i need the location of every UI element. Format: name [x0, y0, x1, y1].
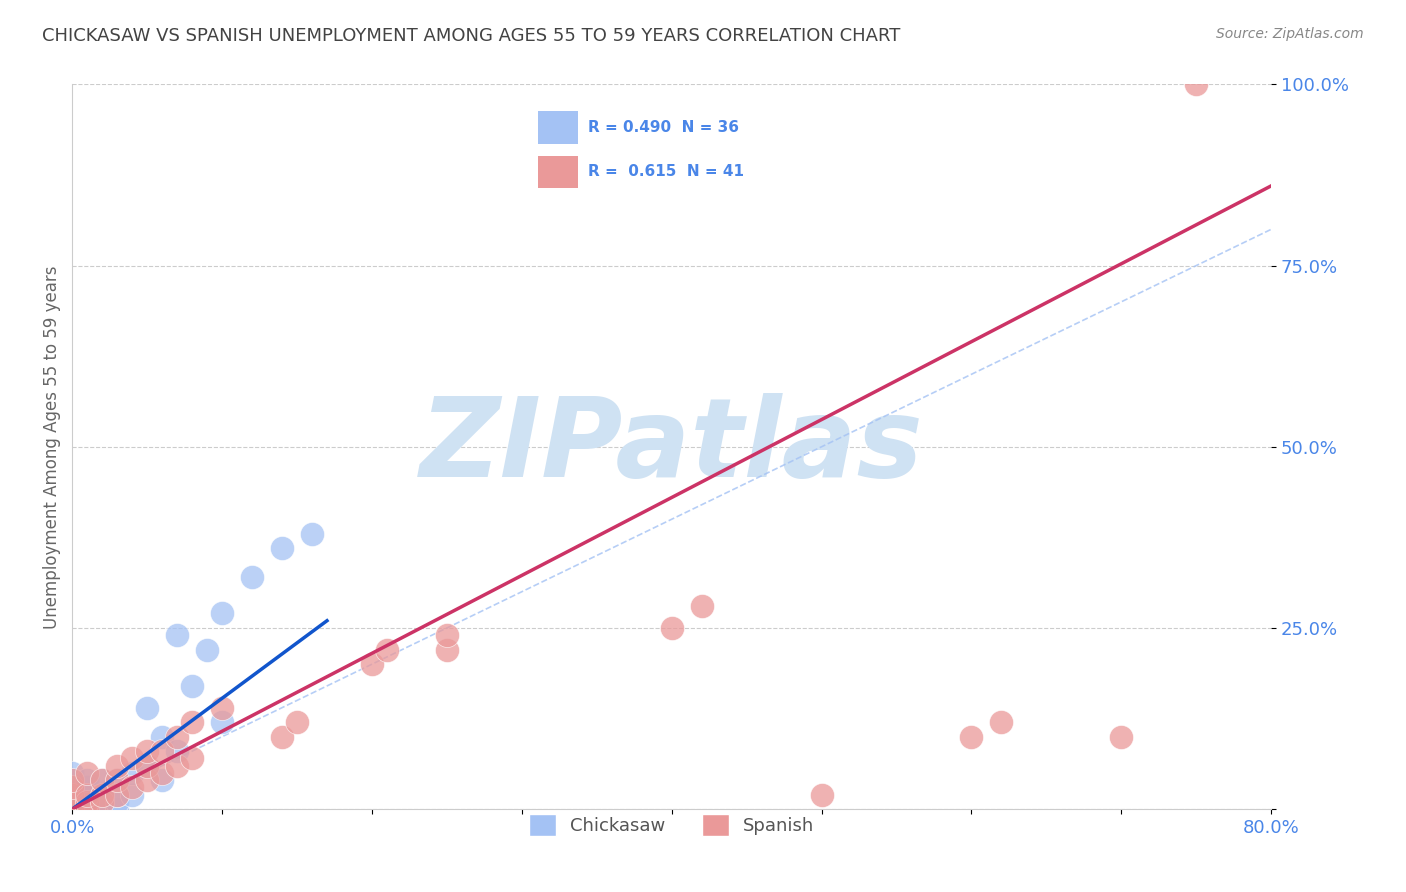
- Point: [150, 744, 173, 758]
- Point: [121, 751, 143, 765]
- Point: [181, 715, 204, 730]
- Point: [136, 700, 159, 714]
- Point: [105, 773, 128, 788]
- Point: [150, 765, 173, 780]
- Point: [76, 795, 98, 809]
- Point: [136, 744, 159, 758]
- Point: [91, 773, 114, 788]
- Point: [301, 526, 323, 541]
- Point: [76, 788, 98, 802]
- Point: [91, 795, 114, 809]
- Point: [60, 788, 83, 802]
- Point: [60, 788, 83, 802]
- Point: [76, 802, 98, 816]
- Point: [91, 795, 114, 809]
- Point: [375, 642, 398, 657]
- Text: CHICKASAW VS SPANISH UNEMPLOYMENT AMONG AGES 55 TO 59 YEARS CORRELATION CHART: CHICKASAW VS SPANISH UNEMPLOYMENT AMONG …: [42, 27, 901, 45]
- Point: [76, 802, 98, 816]
- Point: [60, 773, 83, 788]
- Point: [105, 802, 128, 816]
- Point: [60, 773, 83, 788]
- Point: [76, 795, 98, 809]
- Point: [285, 715, 308, 730]
- Point: [661, 621, 683, 635]
- Point: [166, 758, 188, 772]
- Point: [91, 788, 114, 802]
- Point: [960, 730, 983, 744]
- Point: [136, 758, 159, 772]
- Point: [121, 765, 143, 780]
- Point: [60, 802, 83, 816]
- Point: [121, 788, 143, 802]
- Point: [436, 628, 458, 642]
- Point: [60, 795, 83, 809]
- Point: [166, 730, 188, 744]
- Y-axis label: Unemployment Among Ages 55 to 59 years: Unemployment Among Ages 55 to 59 years: [44, 265, 60, 629]
- Point: [60, 795, 83, 809]
- Point: [76, 780, 98, 795]
- Point: [60, 802, 83, 816]
- Point: [60, 780, 83, 795]
- Point: [166, 628, 188, 642]
- Point: [361, 657, 384, 672]
- Point: [810, 788, 832, 802]
- Point: [76, 788, 98, 802]
- Point: [136, 773, 159, 788]
- Text: Source: ZipAtlas.com: Source: ZipAtlas.com: [1216, 27, 1364, 41]
- Point: [211, 700, 233, 714]
- Point: [436, 642, 458, 657]
- Point: [91, 773, 114, 788]
- Point: [105, 788, 128, 802]
- Point: [91, 802, 114, 816]
- Point: [211, 715, 233, 730]
- Point: [166, 744, 188, 758]
- Point: [150, 773, 173, 788]
- Point: [211, 607, 233, 621]
- Point: [60, 802, 83, 816]
- Point: [121, 780, 143, 795]
- Point: [1109, 730, 1132, 744]
- Point: [60, 780, 83, 795]
- Point: [60, 802, 83, 816]
- Point: [105, 788, 128, 802]
- Point: [181, 679, 204, 693]
- Point: [1185, 78, 1208, 92]
- Point: [271, 541, 294, 556]
- Point: [60, 795, 83, 809]
- Point: [271, 730, 294, 744]
- Point: [136, 758, 159, 772]
- Legend: Chickasaw, Spanish: Chickasaw, Spanish: [522, 807, 821, 844]
- Point: [690, 599, 713, 614]
- Point: [181, 751, 204, 765]
- Point: [195, 642, 218, 657]
- Point: [150, 730, 173, 744]
- Point: [990, 715, 1012, 730]
- Point: [91, 788, 114, 802]
- Point: [105, 758, 128, 772]
- Point: [76, 773, 98, 788]
- Text: ZIPatlas: ZIPatlas: [420, 393, 924, 500]
- Point: [76, 765, 98, 780]
- Point: [240, 570, 263, 584]
- Point: [105, 773, 128, 788]
- Point: [60, 765, 83, 780]
- Point: [105, 795, 128, 809]
